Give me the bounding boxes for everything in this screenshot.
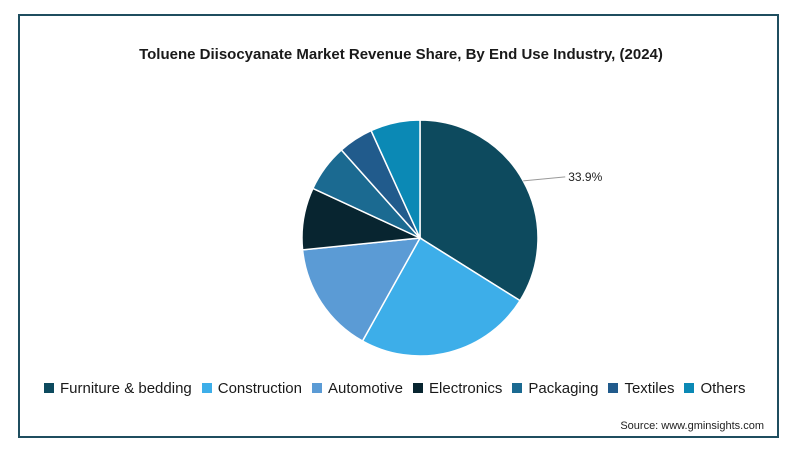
source-note: Source: www.gminsights.com bbox=[620, 420, 764, 432]
pie-slice-furniture-bedding bbox=[419, 119, 539, 302]
legend-swatch bbox=[311, 383, 322, 393]
legend-item: Packaging bbox=[512, 380, 598, 397]
legend-label: Furniture & bedding bbox=[60, 379, 192, 397]
legend-label: Textiles bbox=[624, 379, 675, 397]
data-label: 33.9% bbox=[568, 170, 602, 184]
legend-label: Electronics bbox=[429, 379, 503, 397]
pie-slice-others bbox=[370, 119, 421, 239]
legend-swatch bbox=[44, 383, 54, 393]
pie-slice-automotive bbox=[301, 237, 422, 343]
legend-swatch bbox=[684, 383, 695, 393]
legend-swatch bbox=[512, 383, 523, 393]
legend-swatch bbox=[413, 383, 424, 393]
legend-item: Electronics bbox=[413, 380, 502, 397]
legend-swatch bbox=[608, 383, 619, 393]
legend-item: Automotive bbox=[311, 379, 404, 397]
legend-item: Textiles bbox=[608, 380, 674, 397]
legend-item: Furniture & bedding bbox=[44, 380, 192, 397]
legend-item: Construction bbox=[201, 379, 302, 397]
data-label-leader-line bbox=[523, 176, 566, 182]
chart-legend: Furniture & bedding Construction Automotiv… bbox=[44, 378, 745, 398]
legend-label: Construction bbox=[217, 379, 302, 397]
legend-label: Others bbox=[700, 379, 746, 397]
pie-slice-construction bbox=[361, 236, 522, 357]
legend-swatch bbox=[201, 383, 212, 393]
legend-item: Others bbox=[684, 380, 745, 397]
legend-label: Packaging bbox=[528, 379, 599, 397]
legend-label: Automotive bbox=[327, 379, 404, 397]
chart-title: Toluene Diisocyanate Market Revenue Shar… bbox=[139, 46, 663, 63]
